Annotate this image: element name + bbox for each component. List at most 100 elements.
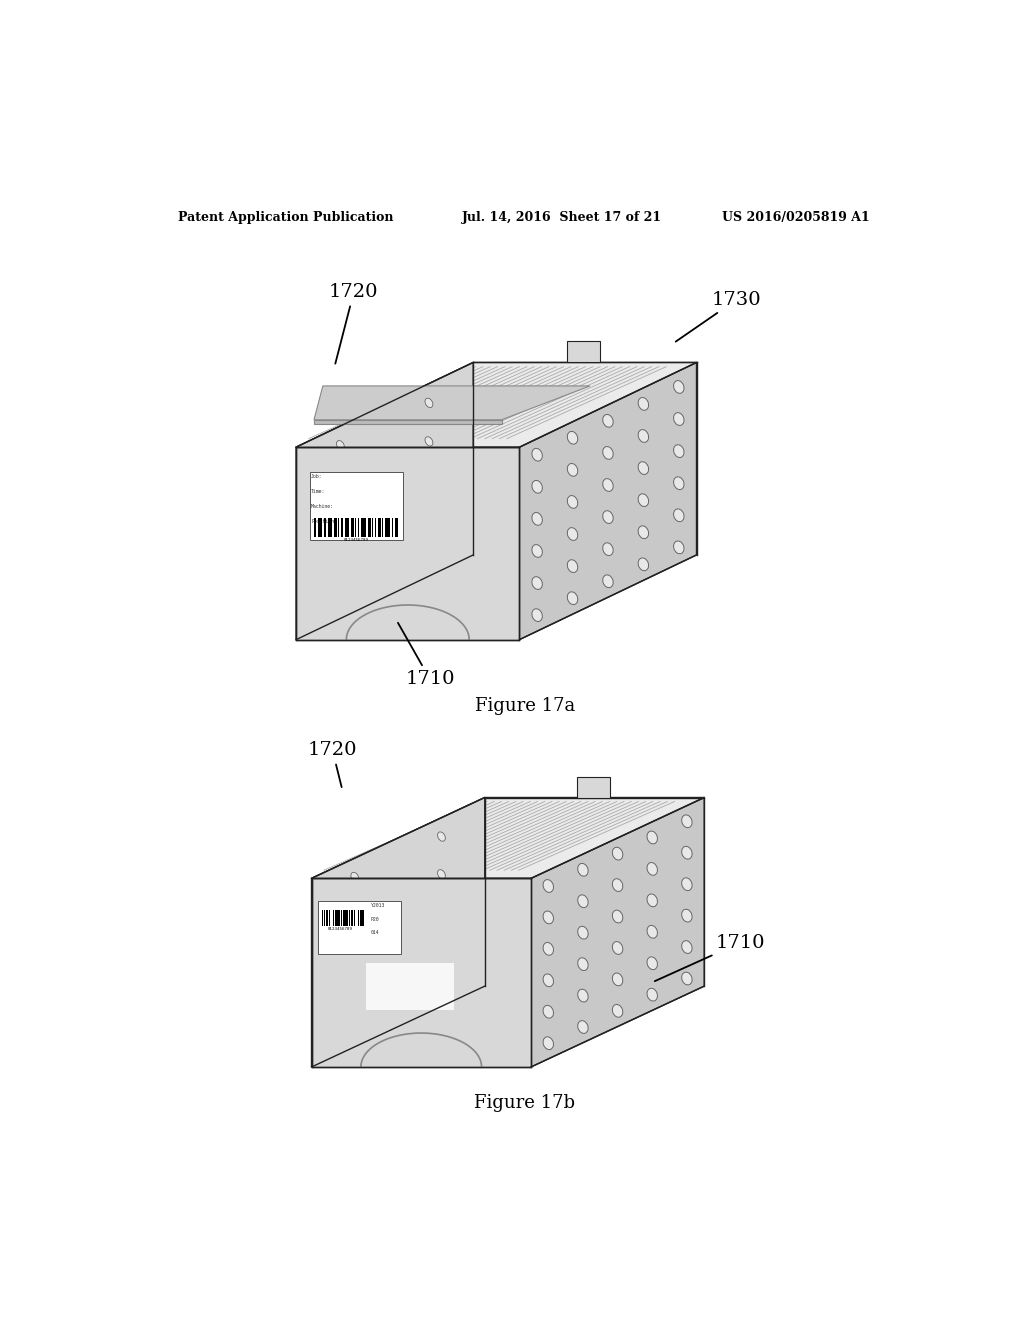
Ellipse shape [437,870,445,879]
Ellipse shape [337,556,344,565]
Ellipse shape [647,862,657,875]
Polygon shape [296,363,473,640]
Ellipse shape [578,863,588,876]
Text: Patent Application Publication: Patent Application Publication [178,211,394,224]
Ellipse shape [531,577,543,590]
Ellipse shape [531,480,543,494]
Ellipse shape [543,879,554,892]
Ellipse shape [567,528,578,540]
Ellipse shape [638,429,648,442]
Ellipse shape [638,558,648,570]
Ellipse shape [337,479,344,488]
Polygon shape [311,797,484,1067]
Ellipse shape [567,432,578,444]
Ellipse shape [425,399,433,408]
Ellipse shape [612,911,623,923]
Text: 1710: 1710 [654,933,765,981]
Polygon shape [519,363,696,640]
Ellipse shape [567,560,578,573]
Bar [328,519,331,537]
Bar [378,519,381,537]
Ellipse shape [603,479,613,491]
Bar [337,911,339,927]
Polygon shape [577,777,610,797]
Ellipse shape [437,907,445,916]
Bar [351,519,354,537]
Text: Figure 17a: Figure 17a [475,697,574,715]
Ellipse shape [437,983,445,993]
Ellipse shape [531,545,543,557]
Bar [329,911,331,927]
Bar [385,519,388,537]
Bar [331,519,333,537]
Ellipse shape [682,909,692,921]
Ellipse shape [682,972,692,985]
Ellipse shape [578,958,588,970]
Ellipse shape [674,541,684,554]
Bar [388,519,390,537]
Ellipse shape [337,594,344,603]
Bar [359,911,361,927]
Polygon shape [309,473,403,540]
Polygon shape [531,797,705,1067]
Ellipse shape [531,609,543,622]
Text: Figure 17b: Figure 17b [474,1094,575,1111]
Ellipse shape [351,986,358,995]
Ellipse shape [578,989,588,1002]
Ellipse shape [543,1006,554,1018]
Bar [317,519,321,537]
Bar [345,519,347,537]
Polygon shape [311,797,705,878]
Ellipse shape [674,380,684,393]
Bar [325,519,326,537]
Polygon shape [314,385,590,420]
Polygon shape [367,964,455,1010]
Text: Y2013: Y2013 [371,903,385,908]
Text: 1720: 1720 [307,741,357,787]
Ellipse shape [351,1023,358,1032]
Text: 1730: 1730 [676,290,762,342]
Ellipse shape [674,445,684,458]
Ellipse shape [647,832,657,843]
Ellipse shape [612,973,623,986]
Ellipse shape [578,895,588,908]
Ellipse shape [638,525,648,539]
Ellipse shape [638,462,648,474]
Bar [354,519,356,537]
Ellipse shape [437,945,445,954]
Bar [343,911,345,927]
Ellipse shape [351,873,358,882]
Ellipse shape [603,576,613,587]
Bar [314,519,315,537]
Ellipse shape [647,989,657,1001]
Ellipse shape [603,543,613,556]
Ellipse shape [612,879,623,891]
Bar [345,911,347,927]
Polygon shape [311,878,531,1067]
Bar [375,519,377,537]
Text: 0123456789: 0123456789 [328,927,353,931]
Ellipse shape [351,948,358,957]
Text: 1720: 1720 [329,282,379,363]
Ellipse shape [612,1005,623,1018]
Ellipse shape [578,927,588,939]
Bar [395,519,398,537]
Ellipse shape [543,1036,554,1049]
Ellipse shape [337,441,344,450]
Ellipse shape [682,941,692,953]
Text: Job:: Job: [311,474,323,479]
Bar [382,519,383,537]
Polygon shape [296,447,519,640]
Ellipse shape [351,909,358,920]
Ellipse shape [578,1020,588,1034]
Ellipse shape [647,894,657,907]
Text: 014: 014 [371,929,379,935]
Ellipse shape [425,475,433,484]
Ellipse shape [682,814,692,828]
Bar [369,519,372,537]
Bar [335,519,338,537]
Ellipse shape [567,463,578,477]
Bar [361,519,365,537]
Ellipse shape [337,517,344,527]
Ellipse shape [647,957,657,970]
